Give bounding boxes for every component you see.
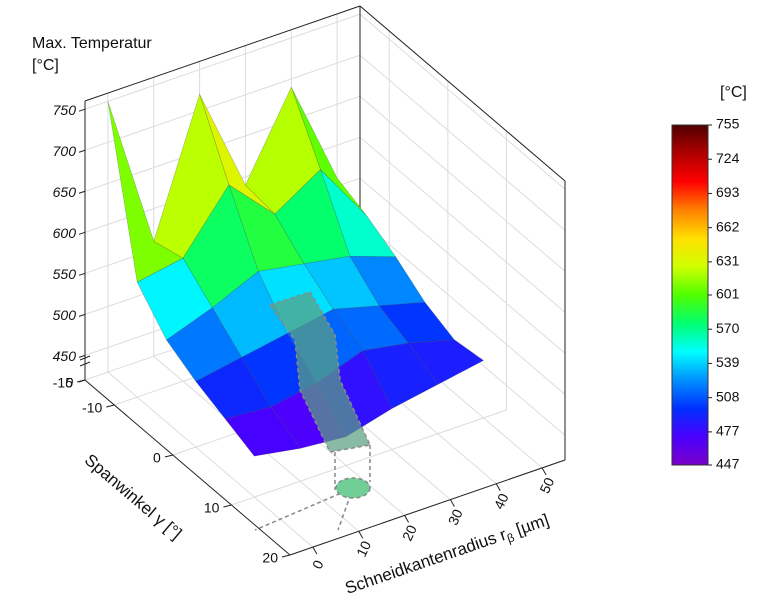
colorbar-tick-label: 447 [716,456,740,472]
z-tick [78,272,86,276]
y-tick-label: -15 [53,375,73,391]
z-tick [78,313,86,317]
z-tick-label: 600 [53,225,77,241]
colorbar-tick-label: 601 [716,286,740,302]
x-tick [358,531,364,539]
x-axis-title-unit: [µm] [509,511,551,541]
y-axis [84,379,291,556]
colorbar-tick-label: 724 [716,150,740,166]
axis-break [79,355,91,361]
colorbar [671,124,709,466]
y-tick-label: 10 [204,500,220,516]
z-tick [78,149,86,153]
annotation [254,291,372,531]
colorbar-tick-label: 477 [716,423,740,439]
y-tick-label: 20 [262,550,278,566]
colorbar-title: [°C] [720,84,747,101]
z-tick-label: 750 [53,102,77,118]
z-tick-label: 700 [53,143,77,159]
z-axis-unit: [°C] [32,57,59,74]
x-tick [541,467,547,476]
z-tick [78,231,86,235]
z-tick [78,190,86,194]
x-tick [312,546,318,555]
colorbar-tick-label: 662 [716,218,740,234]
surface-patch [407,339,485,385]
y-tick [281,554,291,558]
y-axis-title: Spanwinkel γ [°] [81,450,185,543]
z-tick-label: 450 [53,348,77,364]
x-axis [289,459,566,556]
z-axis-title: Max. Temperatur [32,35,152,52]
y-tick-label: -10 [82,400,102,416]
colorbar-tick-label: 508 [716,388,740,404]
z-tick-label: 650 [53,184,77,200]
x-tick-label: 20 [399,522,420,543]
highlight-spot [335,477,371,499]
colorbar-tick-label: 755 [716,116,740,132]
highlight-band [268,291,372,453]
axis-break [79,361,91,367]
y-tick [164,454,173,458]
x-axis-title-sub: β [505,530,516,546]
y-tick-label: 0 [153,450,161,466]
z-tick [78,354,86,358]
colorbar-tick-label: 539 [716,354,740,370]
x-tick [449,499,455,507]
x-tick-label: 10 [353,538,374,559]
y-tick [223,504,232,508]
surface-patch [224,406,301,457]
grid-line [107,371,314,548]
colorbar-tick-label: 570 [716,320,740,336]
x-tick-label: 0 [309,557,327,571]
z-tick-label: 550 [53,266,77,282]
colorbar-tick-label: 693 [716,184,740,200]
x-tick-label: 30 [445,506,466,527]
x-axis-title-main: Schneidkantenradius r [343,525,509,598]
box-edge [84,5,361,102]
y-tick [106,404,115,408]
x-tick [495,483,501,491]
box-edge [359,5,566,182]
guide-line [254,487,354,531]
surface [107,86,485,457]
z-tick-label: 0 [65,375,73,391]
grid-line [231,409,507,506]
x-tick-label: 50 [536,475,557,496]
z-tick [78,379,86,383]
x-tick [404,515,410,523]
z-tick-label: 500 [53,307,77,323]
z-tick [78,108,86,112]
colorbar-tick-label: 631 [716,253,740,269]
x-tick-label: 40 [491,491,512,512]
x-axis-title: Schneidkantenradius rβ [µm] [343,511,553,600]
